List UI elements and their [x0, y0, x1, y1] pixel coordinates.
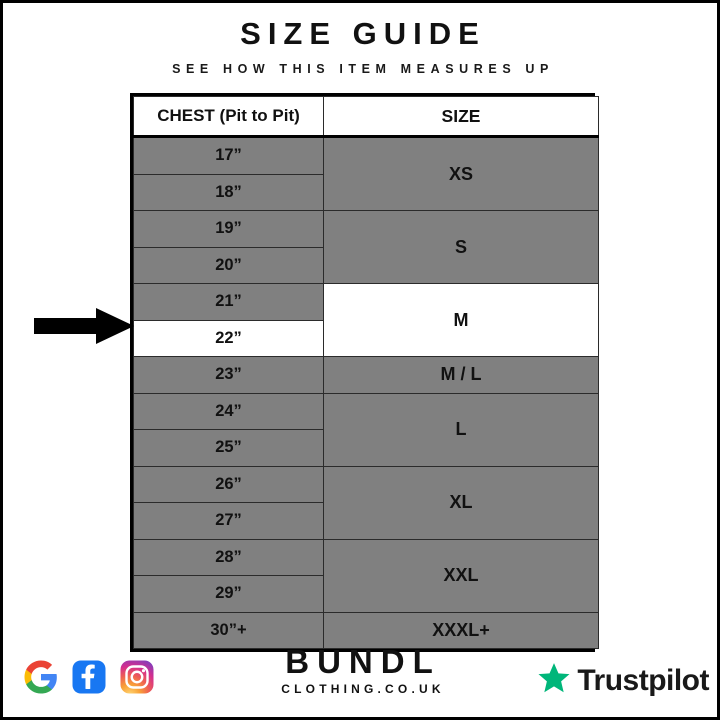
chest-measurement-cell: 21”	[133, 283, 324, 321]
chest-measurement-cell: 24”	[133, 392, 324, 430]
chest-measurement-cell: 30”+	[133, 611, 324, 649]
size-label-cell: XXXL+	[323, 611, 599, 649]
page-title: SIZE GUIDE	[240, 16, 486, 51]
footer: BUNDL CLOTHING.CO.UK Trustpilot	[3, 639, 720, 717]
column-header-size: SIZE	[323, 96, 599, 138]
size-table: CHEST (Pit to Pit) SIZE 17” XS 18” 19” S 20” 2…	[133, 96, 599, 649]
size-table-container: CHEST (Pit to Pit) SIZE 17” XS 18” 19” S 20” 2…	[130, 93, 599, 652]
google-icon[interactable]	[23, 659, 59, 695]
column-header-chest: CHEST (Pit to Pit)	[133, 96, 324, 138]
table-row: 30”+ XXXL+	[133, 611, 599, 649]
social-icons	[23, 659, 155, 695]
chest-measurement-cell: 28”	[133, 538, 324, 576]
trustpilot-logo[interactable]: Trustpilot	[537, 661, 709, 700]
table-row: 17” XS	[133, 136, 599, 211]
table-row: 27”	[133, 502, 599, 540]
chest-measurement-cell: 22”	[133, 319, 324, 357]
table-row: 28” XXL	[133, 538, 599, 613]
brand-domain: CLOTHING.CO.UK	[281, 681, 445, 696]
highlight-arrow-icon	[34, 308, 134, 344]
brand-logo: BUNDL CLOTHING.CO.UK	[3, 643, 720, 696]
chest-measurement-cell: 23”	[133, 356, 324, 394]
chest-measurement-cell: 17”	[133, 136, 324, 175]
size-label-cell: XL	[323, 465, 599, 540]
instagram-icon[interactable]	[119, 659, 155, 695]
size-label-cell: S	[323, 210, 599, 284]
header: SIZE GUIDE SEE HOW THIS ITEM MEASURES UP	[3, 16, 720, 77]
chest-measurement-cell: 20”	[133, 246, 324, 284]
table-row: 21” M	[133, 283, 599, 357]
table-row: 18”	[133, 173, 599, 211]
facebook-icon[interactable]	[71, 659, 107, 695]
table-row: 26” XL	[133, 465, 599, 540]
size-label-cell: L	[323, 392, 599, 467]
size-label-cell: XS	[323, 136, 599, 211]
chest-measurement-cell: 18”	[133, 173, 324, 211]
trustpilot-star-icon	[537, 661, 571, 700]
chest-measurement-cell: 27”	[133, 502, 324, 540]
size-label-cell: M	[323, 283, 599, 357]
size-label-cell: M / L	[323, 356, 599, 394]
table-row: 24” L	[133, 392, 599, 467]
page-subtitle: SEE HOW THIS ITEM MEASURES UP	[172, 62, 554, 77]
table-row: 20”	[133, 246, 599, 284]
brand-name: BUNDL	[285, 643, 441, 680]
size-label-cell: XXL	[323, 538, 599, 613]
chest-measurement-cell: 19”	[133, 210, 324, 248]
table-row: 19” S	[133, 210, 599, 284]
table-row: 29”	[133, 575, 599, 613]
chest-measurement-cell: 26”	[133, 465, 324, 503]
table-row: 23” M / L	[133, 356, 599, 394]
trustpilot-wordmark: Trustpilot	[577, 663, 709, 697]
table-body: 17” XS 18” 19” S 20” 21” M 22” 23” M / L 24” L 25” 26”…	[133, 136, 599, 649]
table-header-row: CHEST (Pit to Pit) SIZE	[133, 96, 599, 138]
chest-measurement-cell: 29”	[133, 575, 324, 613]
chest-measurement-cell: 25”	[133, 429, 324, 467]
table-row: 25”	[133, 429, 599, 467]
